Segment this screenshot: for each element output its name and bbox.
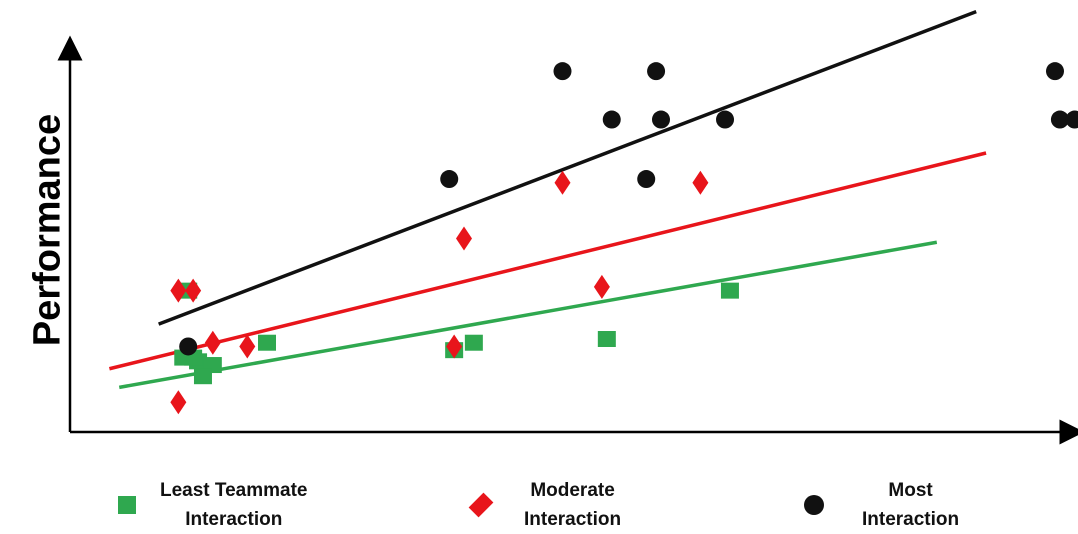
point-most-0 xyxy=(179,337,198,356)
point-most-6 xyxy=(652,110,670,129)
trend-line-least xyxy=(118,240,938,390)
green-square-icon xyxy=(118,496,136,514)
point-most-2 xyxy=(553,62,572,81)
point-moderate-2 xyxy=(204,330,221,355)
legend-label-least-line2: Interaction xyxy=(185,509,283,530)
legend: Least Teammate Interaction Moderate Inte… xyxy=(0,476,1078,534)
trend-line-moderate xyxy=(108,151,987,371)
legend-item-moderate: Moderate Interaction xyxy=(468,476,622,534)
black-circle-icon xyxy=(804,495,824,515)
point-least-9 xyxy=(597,331,616,347)
trend-lines xyxy=(108,10,987,390)
legend-label-moderate-line2: Interaction xyxy=(524,509,622,530)
data-points xyxy=(170,62,1078,415)
point-least-6 xyxy=(258,334,276,351)
y-axis-label: Performance xyxy=(26,113,69,347)
trend-line-most xyxy=(158,10,977,326)
point-most-7 xyxy=(716,110,735,129)
red-diamond-icon xyxy=(468,492,494,518)
point-moderate-7 xyxy=(554,170,571,195)
legend-item-least: Least Teammate Interaction xyxy=(118,476,308,534)
legend-item-most: Most Interaction xyxy=(804,476,959,534)
point-moderate-3 xyxy=(170,390,187,415)
legend-label-moderate-line1: Moderate xyxy=(530,480,615,501)
point-moderate-0 xyxy=(170,278,187,303)
point-most-4 xyxy=(637,170,656,189)
point-moderate-9 xyxy=(692,170,709,195)
point-moderate-6 xyxy=(456,226,472,251)
legend-label-least-line1: Least Teammate xyxy=(160,480,308,501)
point-most-3 xyxy=(602,110,621,129)
point-most-10 xyxy=(1065,110,1078,129)
point-most-9 xyxy=(1050,110,1069,129)
point-moderate-5 xyxy=(446,334,463,359)
point-most-5 xyxy=(647,62,666,81)
point-least-3 xyxy=(193,368,212,385)
point-least-8 xyxy=(464,334,483,351)
legend-label-most-line1: Most xyxy=(888,480,933,501)
point-moderate-8 xyxy=(593,274,610,299)
point-most-1 xyxy=(440,170,459,189)
point-moderate-1 xyxy=(185,278,202,303)
point-least-10 xyxy=(720,282,739,299)
point-moderate-4 xyxy=(239,334,256,359)
legend-label-most-line2: Interaction xyxy=(862,509,960,530)
point-most-8 xyxy=(1046,62,1064,81)
